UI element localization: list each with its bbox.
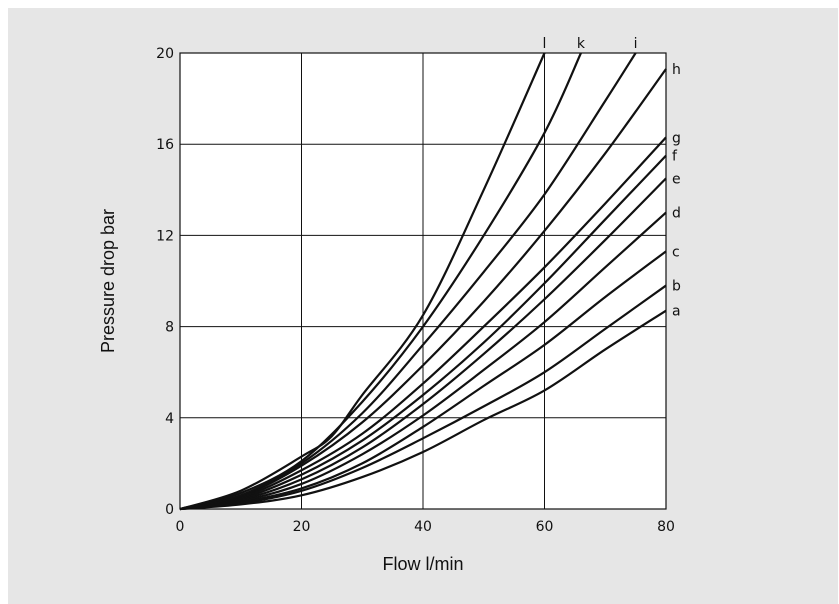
y-tick-label: 16: [156, 137, 174, 153]
curve-labels: ab c d efg h i k l: [543, 36, 681, 320]
curves: [179, 52, 667, 511]
y-tick-label: 4: [165, 411, 174, 427]
y-axis-label: Pressure drop bar: [98, 209, 118, 353]
curve-label-l: l: [543, 36, 547, 52]
curve-label-d: d: [672, 206, 681, 222]
curve-c: [179, 250, 667, 511]
curve-label-h: h: [672, 62, 681, 78]
curve-g: [179, 136, 667, 511]
curve-label-e: e: [672, 171, 681, 187]
x-tick-label: 20: [293, 519, 311, 535]
curve-label-k: k: [577, 36, 586, 52]
x-tick-label: 60: [536, 519, 554, 535]
curve-e: [179, 177, 667, 511]
curve-label-g: g: [672, 130, 681, 146]
plot-area: ab c d efg h i k l: [179, 36, 681, 511]
y-tick-label: 20: [156, 46, 174, 62]
x-tick-label: 40: [414, 519, 432, 535]
x-axis-label: Flow l/min: [382, 554, 463, 574]
curve-label-b: b: [672, 279, 681, 295]
x-axis-ticks: 0 20 40 60 80: [176, 519, 675, 535]
curve-label-c: c: [672, 244, 680, 260]
curve-b: [179, 284, 667, 511]
plot-border: [179, 52, 667, 510]
x-tick-label: 0: [176, 519, 185, 535]
y-axis-ticks: 0 4 8 12 16 20: [156, 46, 174, 518]
x-tick-label: 80: [657, 519, 675, 535]
curve-a: [179, 309, 667, 511]
curve-l: [179, 52, 546, 511]
curve-h: [179, 68, 667, 511]
y-tick-label: 8: [165, 320, 174, 336]
curve-label-f: f: [672, 149, 678, 165]
curve-f: [179, 154, 667, 511]
y-tick-label: 0: [165, 502, 174, 518]
curve-i: [179, 52, 637, 511]
curve-label-a: a: [672, 304, 681, 320]
curve-label-i: i: [634, 36, 638, 52]
curve-k: [179, 52, 582, 511]
y-tick-label: 12: [156, 228, 174, 244]
curve-d: [179, 211, 667, 511]
